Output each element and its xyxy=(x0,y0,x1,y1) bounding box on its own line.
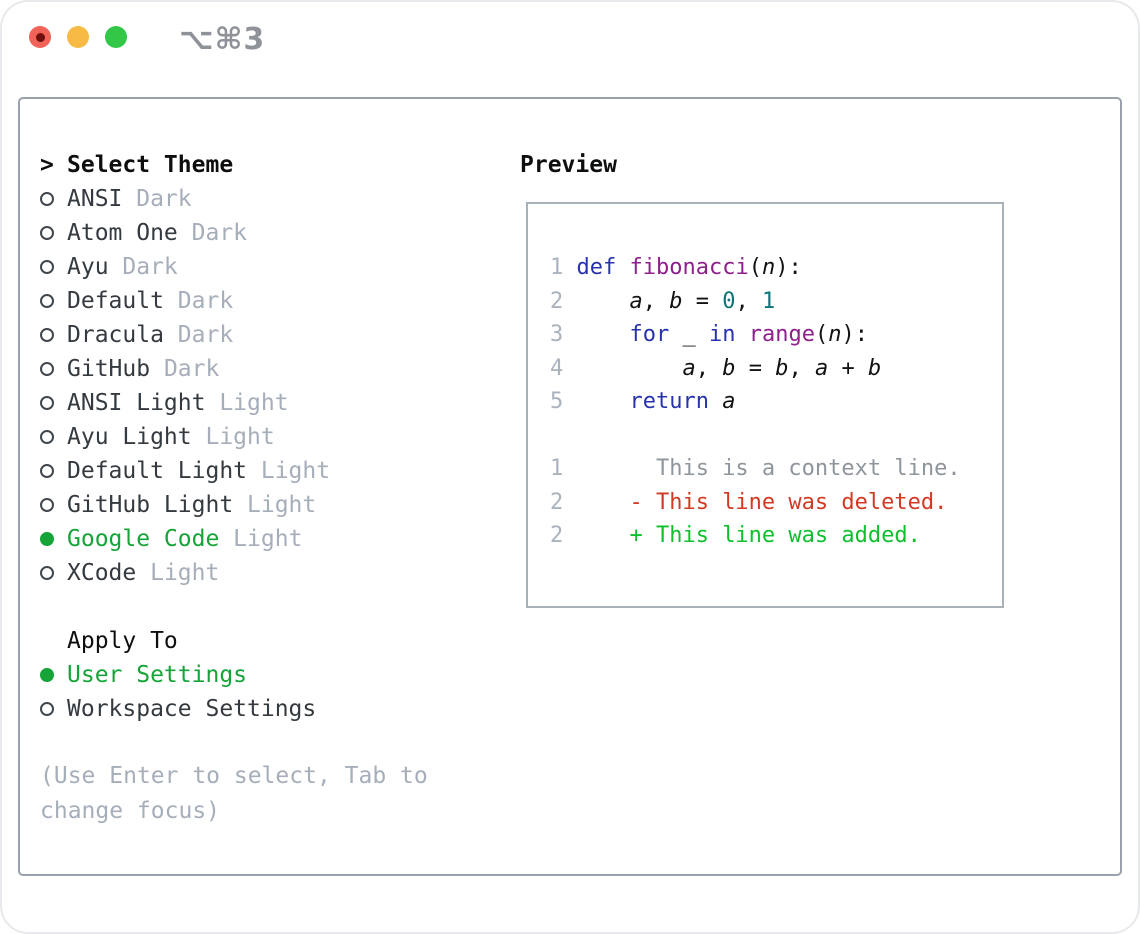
radio-icon xyxy=(40,430,54,444)
spacer xyxy=(40,590,486,624)
option-label: GitHub xyxy=(67,356,151,382)
radio-icon xyxy=(40,294,54,308)
option-variant-label: Light xyxy=(205,390,289,416)
radio-icon xyxy=(40,396,54,410)
option-label: ANSI Light xyxy=(67,390,206,416)
radio-icon xyxy=(40,260,54,274)
option-label: Ayu Light xyxy=(67,424,192,450)
option-variant-label: Dark xyxy=(108,254,178,280)
minimize-button[interactable] xyxy=(67,26,89,48)
window-title: ⌥⌘3 xyxy=(179,22,266,57)
option-variant-label: Dark xyxy=(177,220,248,246)
option-variant-label: Dark xyxy=(163,322,234,348)
select-theme-header: > Select Theme xyxy=(40,148,486,182)
radio-icon xyxy=(40,566,54,580)
option-variant-label: Light xyxy=(219,526,303,552)
radio-icon xyxy=(40,362,54,376)
option-variant-label: Dark xyxy=(122,186,192,212)
apply-to-title: Apply To xyxy=(67,628,178,654)
apply-to-header: Apply To xyxy=(40,624,486,658)
theme-option[interactable]: Dracula Dark xyxy=(40,318,486,352)
option-label: ANSI xyxy=(67,186,123,212)
option-variant-label: Light xyxy=(191,424,275,450)
close-dot-icon xyxy=(35,32,45,42)
option-variant-label: Light xyxy=(233,492,317,518)
select-theme-title: Select Theme xyxy=(67,152,234,178)
option-variant-label: Dark xyxy=(150,356,220,382)
radio-icon xyxy=(40,192,54,206)
preview-section: Preview 1 def fibonacci(n): 2 a, b = 0, 1… xyxy=(510,148,1010,608)
theme-option[interactable]: GitHub Dark xyxy=(40,352,486,386)
theme-option[interactable]: Default Dark xyxy=(40,284,486,318)
option-variant-label: Light xyxy=(247,458,331,484)
radio-icon xyxy=(40,328,54,342)
option-variant-label: Light xyxy=(136,560,220,586)
option-label: XCode xyxy=(67,560,137,586)
theme-option[interactable]: Ayu Dark xyxy=(40,250,486,284)
theme-option[interactable]: Google Code Light xyxy=(40,522,486,556)
close-button[interactable] xyxy=(29,26,51,48)
option-label: Google Code xyxy=(67,526,220,552)
theme-option[interactable]: Atom One Dark xyxy=(40,216,486,250)
radio-icon xyxy=(40,464,54,478)
option-label: Ayu xyxy=(67,254,109,280)
option-label: Default Light xyxy=(67,458,248,484)
theme-option[interactable]: Default Light Light xyxy=(40,454,486,488)
zoom-button[interactable] xyxy=(105,26,127,48)
theme-picker: > Select Theme ANSI Dark Atom One Dark Ayu… xyxy=(40,148,486,829)
option-label: User Settings xyxy=(67,662,248,688)
apply-option[interactable]: User Settings xyxy=(40,658,486,692)
radio-selected-icon xyxy=(40,532,54,546)
theme-list: ANSI Dark Atom One Dark Ayu Dark Default Da… xyxy=(40,182,486,590)
option-variant-label: Dark xyxy=(163,288,234,314)
radio-icon xyxy=(40,226,54,240)
radio-icon xyxy=(40,702,54,716)
radio-icon xyxy=(40,498,54,512)
theme-option[interactable]: XCode Light xyxy=(40,556,486,590)
option-label: Dracula xyxy=(67,322,164,348)
main-panel: > Select Theme ANSI Dark Atom One Dark Ayu… xyxy=(18,97,1122,876)
theme-option[interactable]: ANSI Dark xyxy=(40,182,486,216)
preview-header: Preview xyxy=(510,148,1010,182)
apply-to-list: User Settings Workspace Settings xyxy=(40,658,486,726)
theme-option[interactable]: GitHub Light Light xyxy=(40,488,486,522)
apply-option[interactable]: Workspace Settings xyxy=(40,692,486,726)
option-label: Atom One xyxy=(67,220,178,246)
titlebar: ⌥⌘3 xyxy=(0,0,1140,97)
radio-selected-icon xyxy=(40,668,54,682)
theme-option[interactable]: ANSI Light Light xyxy=(40,386,486,420)
help-text: (Use Enter to select, Tab to change focu… xyxy=(40,763,428,824)
option-label: Workspace Settings xyxy=(67,696,317,722)
theme-option[interactable]: Ayu Light Light xyxy=(40,420,486,454)
preview-title: Preview xyxy=(520,152,617,178)
cursor-icon: > xyxy=(40,152,54,178)
option-label: GitHub Light xyxy=(67,492,234,518)
option-label: Default xyxy=(67,288,164,314)
